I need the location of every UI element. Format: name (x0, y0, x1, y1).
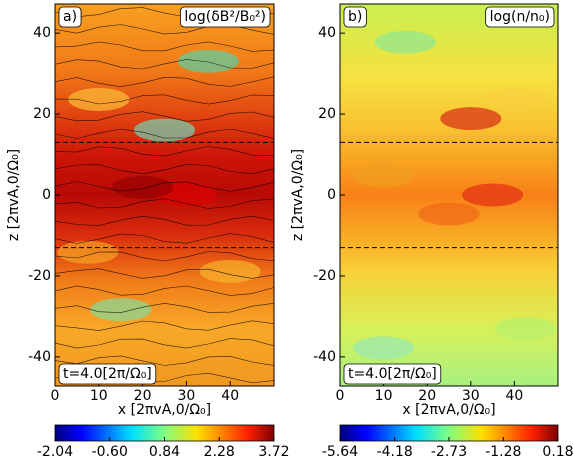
texture (483, 88, 545, 111)
streamline (54, 233, 275, 244)
panel-title: log(δB²/B₀²) (184, 9, 266, 25)
colorbar-tick-label: -2.73 (431, 444, 467, 460)
x-axis-label: x [2πvA,0/Ω₀] (402, 402, 495, 418)
texture (90, 298, 152, 322)
streamline (54, 198, 275, 209)
colorbar-tick-label: -5.64 (322, 444, 358, 460)
texture (57, 240, 119, 264)
y-axis-label: z [2πvA,0/Ω₀] (290, 149, 306, 241)
x-tick-label: 20 (418, 388, 436, 404)
panel-label-box (58, 6, 82, 28)
streamline (54, 251, 275, 262)
streamline (54, 128, 275, 139)
y-tick-label: -20 (28, 268, 51, 284)
panel-title-box (485, 6, 555, 28)
colorbar-tick-label: 0.18 (542, 444, 573, 460)
colorbar-tick-label: -0.60 (92, 444, 128, 460)
streamline (54, 338, 275, 349)
y-tick-label: 40 (33, 25, 51, 41)
texture (440, 107, 502, 131)
streamline (54, 215, 275, 226)
time-annotation: t=4.0[2π/Ω₀] (348, 366, 437, 382)
x-tick-label: 0 (51, 388, 60, 404)
y-axis-label: z [2πvA,0/Ω₀] (6, 149, 22, 241)
x-tick-label: 40 (221, 388, 239, 404)
time-annotation: t=4.0[2π/Ω₀] (63, 366, 152, 382)
texture (374, 30, 436, 54)
texture (68, 88, 130, 111)
texture (133, 118, 196, 142)
texture (353, 164, 415, 188)
x-axis-label: x [2πvA,0/Ω₀] (118, 402, 211, 418)
y-tick-label: 20 (33, 106, 51, 122)
streamline (54, 268, 275, 279)
colorbar-tick-label: -2.04 (37, 444, 73, 460)
time-annotation-box (58, 363, 157, 385)
streamline (54, 302, 275, 314)
streamline (54, 355, 275, 366)
y-tick-label: -40 (28, 349, 51, 365)
y-tick-label: 20 (318, 106, 336, 122)
texture (462, 183, 524, 207)
streamline (54, 146, 275, 157)
colorbar-tick-label: 2.28 (204, 444, 235, 460)
x-tick-label: 10 (90, 388, 108, 404)
panel-label-box (343, 6, 367, 28)
colorbar-tick-label: -4.18 (377, 444, 413, 460)
texture (177, 49, 239, 73)
y-tick-label: 40 (318, 25, 336, 41)
y-tick-label: 0 (327, 187, 336, 203)
texture (418, 202, 480, 226)
texture (494, 317, 556, 341)
streamline (54, 285, 275, 296)
panel-label: b) (348, 9, 362, 25)
streamline (54, 320, 275, 331)
panel-label: a) (63, 9, 77, 25)
streamline (54, 111, 275, 122)
panel-title-box (180, 6, 271, 28)
streamline (54, 59, 275, 70)
texture (199, 259, 261, 283)
streamline (54, 94, 275, 105)
colorbar-tick-label: -1.28 (485, 444, 521, 460)
panel-title: log(n/n₀) (490, 9, 550, 25)
time-annotation-box (343, 363, 442, 385)
y-tick-label: -40 (313, 349, 336, 365)
streamline (54, 76, 275, 88)
colorbar-tick-label: 0.84 (149, 444, 180, 460)
y-tick-label: -20 (313, 268, 336, 284)
streamline (54, 164, 275, 175)
x-tick-label: 30 (177, 388, 195, 404)
y-tick-label: 0 (42, 187, 51, 203)
x-tick-label: 30 (462, 388, 480, 404)
x-tick-label: 40 (505, 388, 523, 404)
x-tick-label: 10 (375, 388, 393, 404)
streamline (54, 181, 275, 192)
texture (353, 336, 415, 360)
x-tick-label: 20 (134, 388, 152, 404)
x-tick-label: 0 (336, 388, 345, 404)
streamline (54, 41, 275, 52)
texture (111, 175, 174, 199)
colorbar-tick-label: 3.72 (258, 444, 289, 460)
